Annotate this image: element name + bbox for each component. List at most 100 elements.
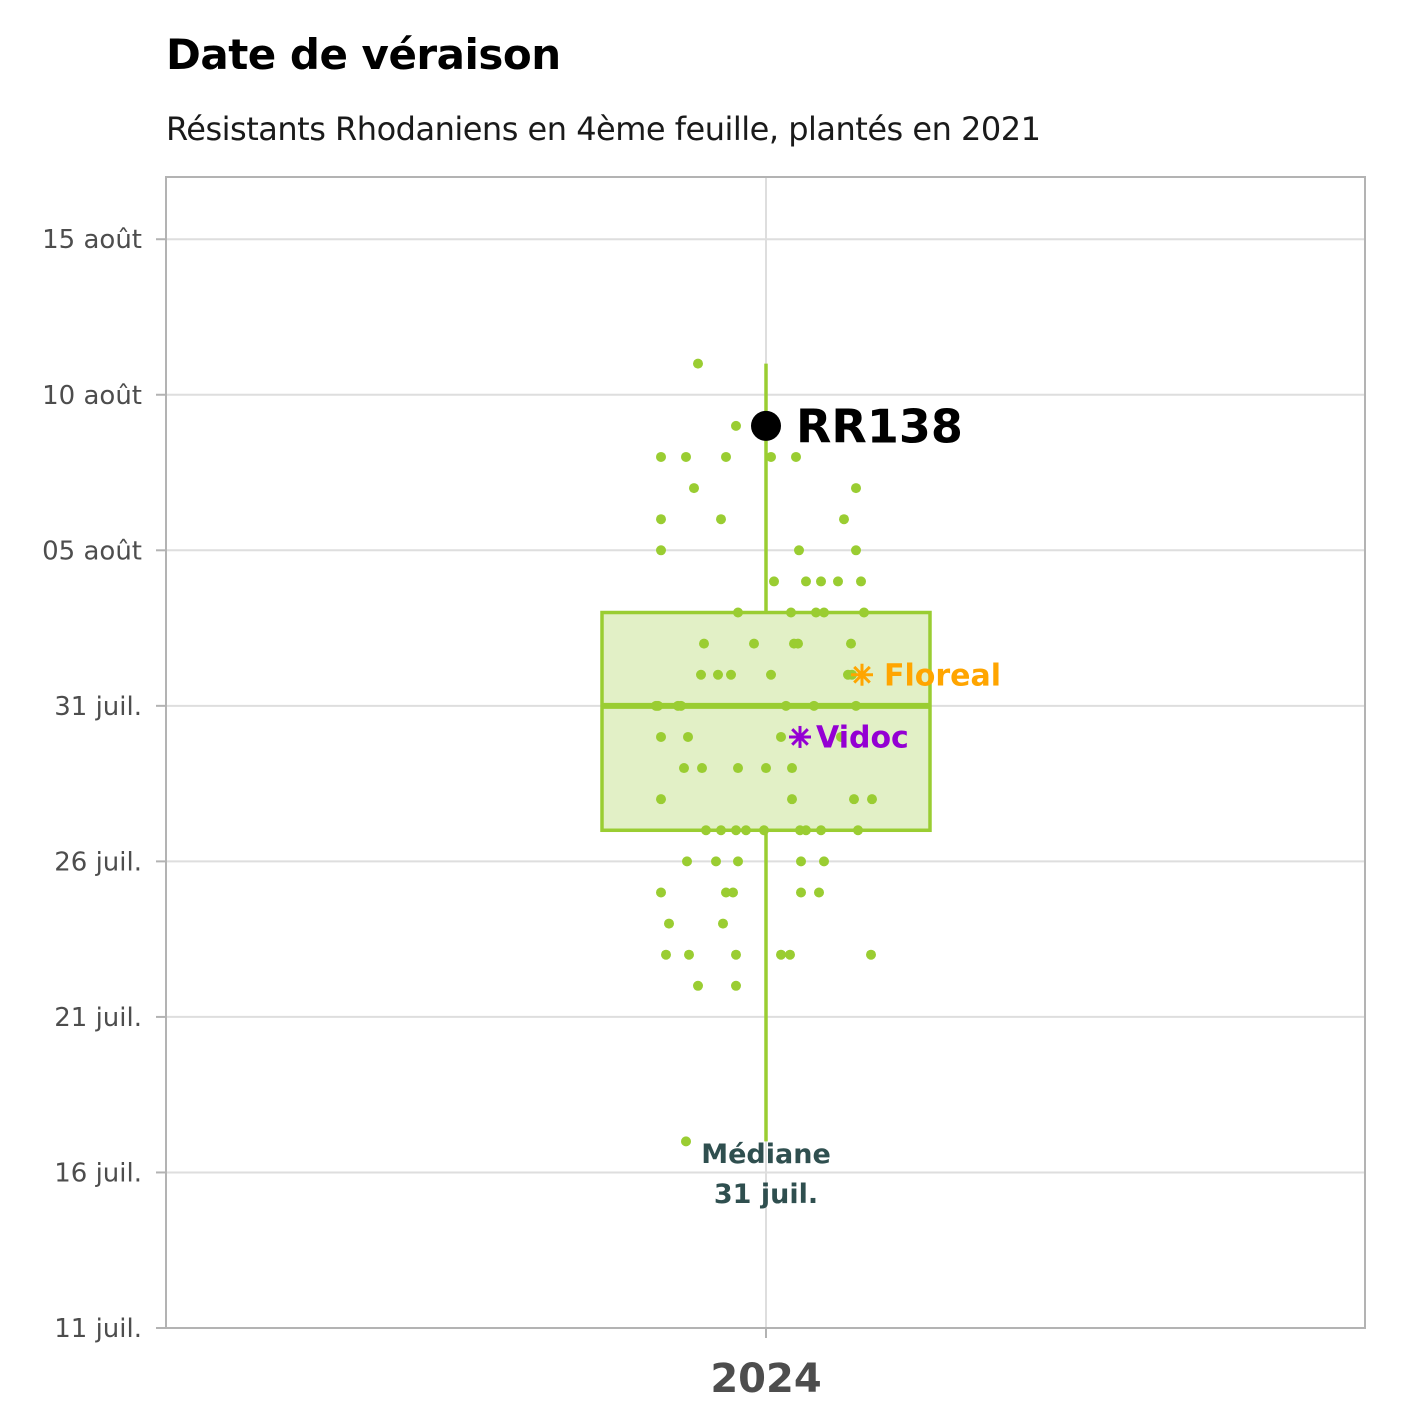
- data-point: [791, 451, 801, 462]
- data-point: [726, 669, 736, 680]
- y-tick-label: 10 août: [42, 381, 142, 411]
- data-point: [721, 451, 731, 462]
- data-point: [731, 420, 741, 431]
- data-point: [656, 794, 666, 805]
- data-point: [681, 451, 691, 462]
- data-point: [693, 358, 703, 369]
- data-point: [801, 825, 811, 836]
- data-point: [866, 949, 876, 960]
- data-point: [867, 794, 877, 805]
- data-point: [656, 514, 666, 525]
- data-point: [689, 483, 699, 494]
- y-tick-label: 21 juil.: [54, 1003, 142, 1033]
- data-point: [781, 700, 791, 711]
- data-point: [793, 638, 803, 649]
- data-point: [733, 607, 743, 618]
- median-label: Médiane: [701, 1139, 831, 1170]
- data-point: [701, 825, 711, 836]
- y-tick-label: 31 juil.: [54, 692, 142, 722]
- y-tick-label: 11 juil.: [54, 1314, 142, 1344]
- data-point: [814, 887, 824, 898]
- data-point: [721, 887, 731, 898]
- y-tick-label: 15 août: [42, 225, 142, 255]
- data-point: [713, 669, 723, 680]
- data-point: [664, 918, 674, 929]
- jitter-points: [651, 358, 877, 1147]
- data-point: [801, 576, 811, 587]
- data-point: [851, 483, 861, 494]
- axes: 11 juil. 16 juil. 21 juil. 26 juil. 31 juil.…: [42, 225, 822, 1402]
- data-point: [731, 980, 741, 991]
- data-point: [683, 731, 693, 742]
- data-point: [731, 825, 741, 836]
- data-point: [846, 638, 856, 649]
- data-point: [766, 451, 776, 462]
- data-point: [656, 545, 666, 556]
- data-point: [809, 700, 819, 711]
- vidoc-label: Vidoc: [816, 721, 909, 756]
- floreal-marker: [851, 663, 873, 686]
- vidoc-marker: [789, 725, 811, 748]
- data-point: [816, 825, 826, 836]
- rr138-marker: [751, 410, 781, 441]
- data-point: [811, 607, 821, 618]
- data-point: [733, 763, 743, 774]
- data-point: [656, 731, 666, 742]
- y-tick-label: 26 juil.: [54, 847, 142, 877]
- data-point: [697, 763, 707, 774]
- data-point: [859, 607, 869, 618]
- median-date-label: 31 juil.: [714, 1179, 818, 1210]
- data-point: [836, 731, 846, 742]
- data-point: [759, 825, 769, 836]
- data-point: [819, 607, 829, 618]
- data-point: [731, 949, 741, 960]
- data-point: [716, 825, 726, 836]
- rr138-label: RR138: [796, 399, 963, 453]
- data-point: [741, 825, 751, 836]
- data-point: [851, 700, 861, 711]
- x-tick-label: 2024: [710, 1356, 821, 1402]
- data-point: [849, 794, 859, 805]
- data-point: [816, 576, 826, 587]
- data-point: [661, 949, 671, 960]
- data-point: [819, 856, 829, 867]
- data-point: [718, 918, 728, 929]
- data-point: [776, 949, 786, 960]
- data-point: [787, 763, 797, 774]
- data-point: [766, 669, 776, 680]
- data-point: [796, 856, 806, 867]
- data-point: [682, 856, 692, 867]
- data-point: [856, 576, 866, 587]
- data-point: [851, 545, 861, 556]
- floreal-label: Floreal: [884, 659, 1001, 694]
- data-point: [656, 451, 666, 462]
- data-point: [696, 669, 706, 680]
- data-point: [716, 514, 726, 525]
- annotations: Médiane 31 juil. RR138 Floreal Vidoc: [701, 399, 1001, 1210]
- data-point: [787, 794, 797, 805]
- y-tick-label: 16 juil.: [54, 1158, 142, 1188]
- data-point: [679, 763, 689, 774]
- chart-title: Date de véraison: [166, 30, 561, 79]
- data-point: [699, 638, 709, 649]
- data-point: [761, 763, 771, 774]
- data-point: [733, 856, 743, 867]
- data-point: [769, 576, 779, 587]
- data-point: [656, 887, 666, 898]
- data-point: [833, 576, 843, 587]
- data-point: [673, 700, 683, 711]
- iqr-box: [600, 610, 932, 833]
- data-point: [684, 949, 694, 960]
- data-point: [693, 980, 703, 991]
- boxplot: [600, 363, 932, 1142]
- data-point: [839, 514, 849, 525]
- data-point: [749, 638, 759, 649]
- chart-subtitle: Résistants Rhodaniens en 4ème feuille, p…: [166, 110, 1041, 148]
- data-point: [711, 856, 721, 867]
- data-point: [651, 700, 661, 711]
- y-tick-label: 05 août: [42, 536, 142, 566]
- data-point: [728, 887, 738, 898]
- data-point: [796, 887, 806, 898]
- data-point: [786, 607, 796, 618]
